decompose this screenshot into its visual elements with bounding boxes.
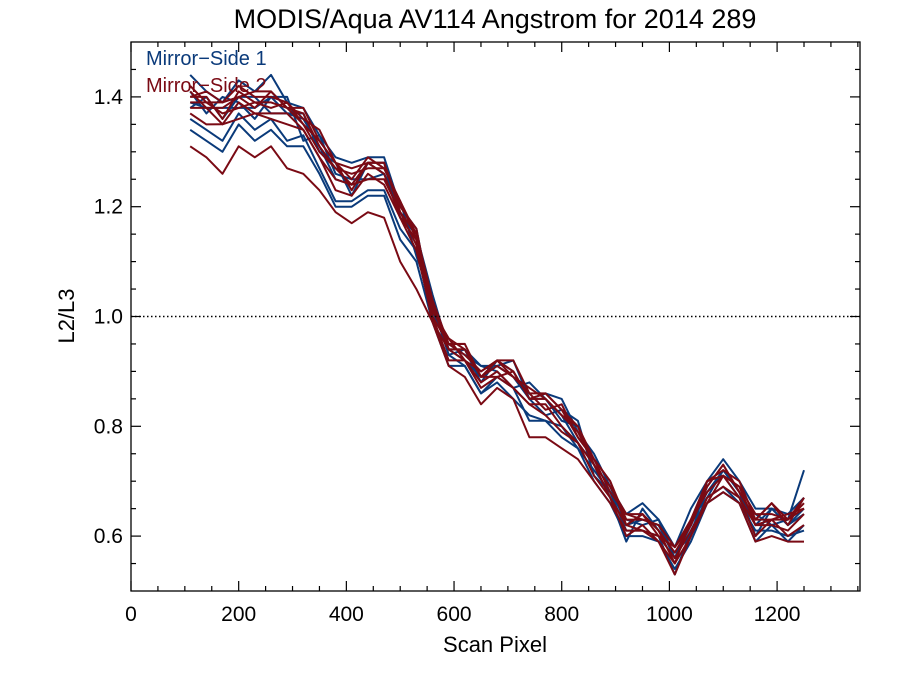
data-lines — [189, 73, 805, 576]
y-tick-labels: 0.6 0.8 1.0 1.2 1.4 — [94, 86, 124, 548]
series-line-2 — [189, 112, 805, 576]
legend-entry-2: Mirror−Side 2 — [146, 75, 267, 97]
x-tick-label: 800 — [544, 603, 579, 626]
y-tick-label: 0.6 — [94, 525, 123, 548]
x-tick-label: 1200 — [754, 603, 801, 626]
x-tick-label: 0 — [125, 603, 137, 626]
series-line-3 — [189, 73, 805, 549]
legend-entry-1: Mirror−Side 1 — [146, 48, 267, 70]
series-line-6 — [189, 123, 805, 570]
y-axis-label: L2/L3 — [54, 288, 79, 343]
series-line-13 — [190, 101, 805, 560]
x-tick-label: 200 — [221, 603, 256, 626]
x-tick-label: 1000 — [646, 603, 693, 626]
y-tick-label: 1.4 — [94, 86, 124, 109]
y-tick-label: 1.0 — [94, 306, 123, 329]
series-line-12 — [189, 90, 805, 554]
chart-title: MODIS/Aqua AV114 Angstrom for 2014 289 — [234, 4, 757, 34]
x-axis-label: Scan Pixel — [443, 632, 547, 657]
x-tick-labels: 0 200 400 600 800 1000 1200 — [125, 603, 800, 626]
series-line-14 — [189, 90, 805, 549]
legend: Mirror−Side 1 Mirror−Side 2 — [146, 48, 267, 97]
series-line-4 — [189, 95, 805, 560]
x-tick-label: 400 — [329, 603, 364, 626]
axis-ticks — [130, 42, 860, 591]
y-tick-label: 0.8 — [94, 415, 123, 438]
x-tick-label: 600 — [437, 603, 472, 626]
y-tick-label: 1.2 — [94, 196, 123, 219]
